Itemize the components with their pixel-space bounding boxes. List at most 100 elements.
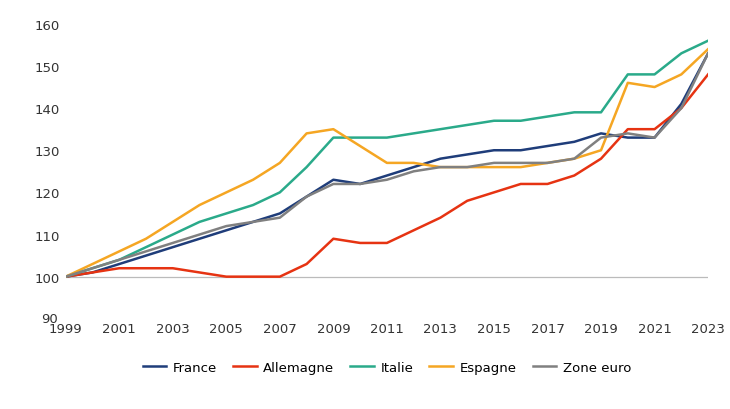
Zone euro bbox=[490, 161, 499, 166]
Zone euro bbox=[516, 161, 525, 166]
Italie bbox=[142, 245, 150, 250]
Zone euro bbox=[596, 136, 605, 141]
Zone euro bbox=[650, 136, 659, 141]
Espagne bbox=[490, 165, 499, 170]
Italie bbox=[302, 165, 311, 170]
Line: Allemagne: Allemagne bbox=[66, 75, 708, 277]
Italie bbox=[677, 52, 685, 57]
Italie bbox=[61, 274, 70, 279]
France bbox=[570, 140, 579, 145]
Espagne bbox=[436, 165, 445, 170]
Espagne bbox=[115, 249, 123, 254]
France bbox=[222, 228, 231, 233]
Allemagne bbox=[383, 241, 391, 246]
Espagne bbox=[410, 161, 418, 166]
Zone euro bbox=[463, 165, 472, 170]
Zone euro bbox=[142, 249, 150, 254]
Allemagne bbox=[249, 274, 258, 279]
Espagne bbox=[329, 127, 338, 132]
Espagne bbox=[275, 161, 284, 166]
Italie bbox=[249, 203, 258, 208]
Allemagne bbox=[410, 228, 418, 233]
Italie bbox=[704, 39, 712, 44]
Espagne bbox=[570, 157, 579, 162]
Allemagne bbox=[677, 106, 685, 111]
Zone euro bbox=[543, 161, 552, 166]
Zone euro bbox=[356, 182, 364, 187]
Espagne bbox=[596, 148, 605, 153]
Italie bbox=[490, 119, 499, 124]
Zone euro bbox=[383, 178, 391, 183]
Italie bbox=[222, 211, 231, 216]
Allemagne bbox=[623, 127, 632, 132]
France bbox=[436, 157, 445, 162]
Espagne bbox=[677, 73, 685, 78]
Espagne bbox=[463, 165, 472, 170]
France bbox=[302, 195, 311, 200]
Italie bbox=[623, 73, 632, 78]
France bbox=[169, 245, 177, 250]
France bbox=[195, 237, 204, 242]
France bbox=[410, 165, 418, 170]
Allemagne bbox=[275, 274, 284, 279]
Allemagne bbox=[650, 127, 659, 132]
Zone euro bbox=[410, 169, 418, 174]
Italie bbox=[169, 232, 177, 237]
France bbox=[704, 52, 712, 57]
Allemagne bbox=[302, 262, 311, 267]
Italie bbox=[115, 258, 123, 263]
France bbox=[249, 220, 258, 225]
Allemagne bbox=[704, 73, 712, 78]
Allemagne bbox=[596, 157, 605, 162]
Italie bbox=[596, 110, 605, 115]
France bbox=[650, 136, 659, 141]
Allemagne bbox=[463, 199, 472, 204]
Allemagne bbox=[436, 216, 445, 220]
Espagne bbox=[516, 165, 525, 170]
Allemagne bbox=[61, 274, 70, 279]
France bbox=[356, 182, 364, 187]
Espagne bbox=[543, 161, 552, 166]
France bbox=[329, 178, 338, 183]
France bbox=[275, 211, 284, 216]
Allemagne bbox=[115, 266, 123, 271]
Espagne bbox=[195, 203, 204, 208]
France bbox=[516, 148, 525, 153]
Allemagne bbox=[356, 241, 364, 246]
Zone euro bbox=[61, 274, 70, 279]
Allemagne bbox=[169, 266, 177, 271]
Zone euro bbox=[249, 220, 258, 225]
Allemagne bbox=[195, 270, 204, 275]
Zone euro bbox=[436, 165, 445, 170]
Espagne bbox=[356, 144, 364, 149]
Allemagne bbox=[543, 182, 552, 187]
France bbox=[88, 270, 97, 275]
Zone euro bbox=[88, 266, 97, 271]
Zone euro bbox=[195, 232, 204, 237]
Line: France: France bbox=[66, 54, 708, 277]
France bbox=[61, 274, 70, 279]
Italie bbox=[88, 266, 97, 271]
Italie bbox=[436, 127, 445, 132]
Zone euro bbox=[222, 224, 231, 229]
Zone euro bbox=[329, 182, 338, 187]
Espagne bbox=[249, 178, 258, 183]
Italie bbox=[543, 115, 552, 120]
France bbox=[490, 148, 499, 153]
Text: 90: 90 bbox=[41, 312, 58, 326]
Espagne bbox=[650, 85, 659, 90]
Zone euro bbox=[115, 258, 123, 263]
Espagne bbox=[61, 274, 70, 279]
Allemagne bbox=[142, 266, 150, 271]
France bbox=[596, 132, 605, 137]
Italie bbox=[516, 119, 525, 124]
Italie bbox=[195, 220, 204, 225]
France bbox=[383, 174, 391, 179]
France bbox=[463, 153, 472, 157]
Zone euro bbox=[677, 106, 685, 111]
Legend: France, Allemagne, Italie, Espagne, Zone euro: France, Allemagne, Italie, Espagne, Zone… bbox=[137, 355, 637, 379]
Italie bbox=[650, 73, 659, 78]
Allemagne bbox=[490, 191, 499, 196]
Allemagne bbox=[329, 237, 338, 242]
Espagne bbox=[302, 132, 311, 137]
